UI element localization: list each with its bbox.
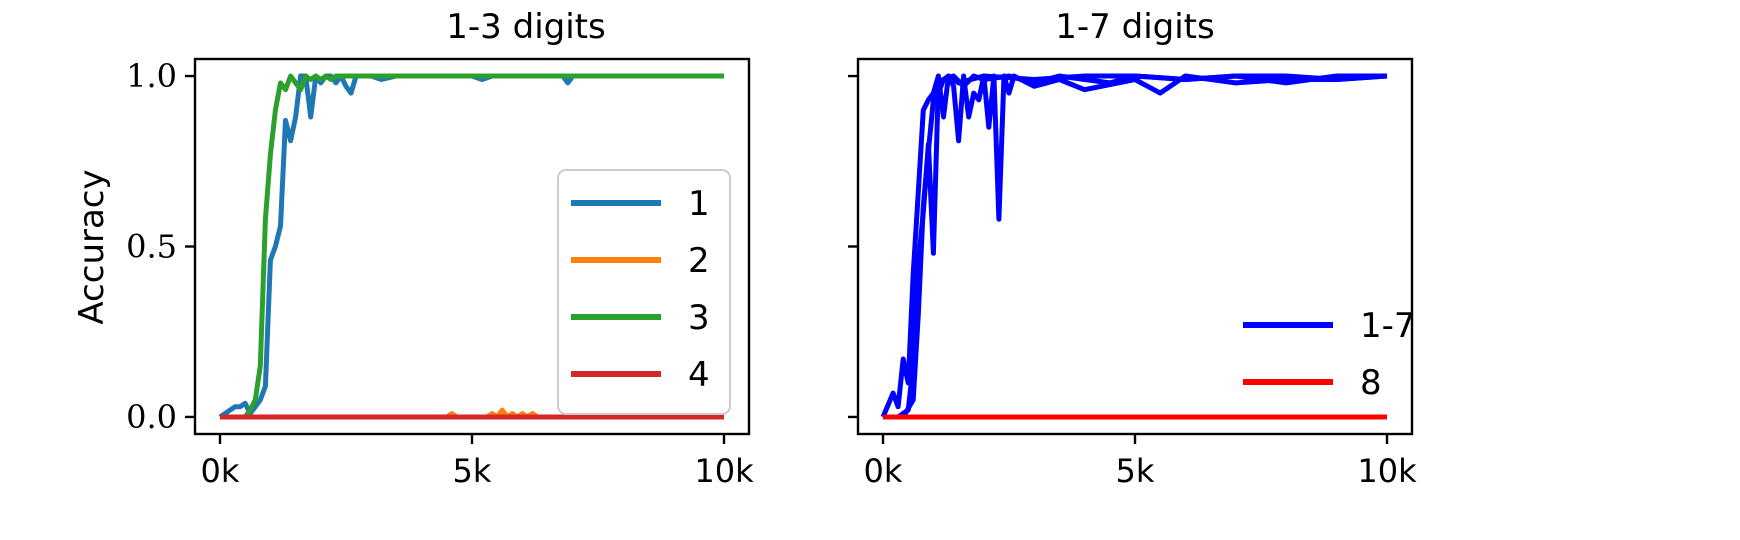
plot-area	[218, 73, 724, 420]
chart-title: 1-7 digits	[1055, 7, 1214, 47]
legend-label: 3	[688, 298, 710, 338]
plot-area	[880, 73, 1388, 420]
y-tick-label: 0.5	[126, 228, 177, 266]
y-axis-label: Accuracy	[72, 169, 112, 324]
x-tick-label: 10k	[694, 452, 754, 490]
legend-label: 1	[688, 184, 710, 224]
legend: 1 2 3 4	[557, 169, 731, 415]
y-tick-label: 1.0	[126, 57, 177, 95]
chart-title: 1-3 digits	[446, 7, 605, 47]
x-tick-label: 5k	[1116, 452, 1155, 490]
legend-label: 1-7	[1360, 306, 1416, 346]
x-tick-label: 0k	[201, 452, 240, 490]
legend-label: 2	[688, 241, 710, 281]
x-tick-label: 10k	[1357, 452, 1417, 490]
chart-panel-1-3-digits: 1-3 digits Accuracy 1 2 3 4 0.0 0.5 1.0 0k 5k 10…	[72, 7, 754, 490]
y-tick-label: 0.0	[126, 398, 177, 436]
series-line-1-7	[880, 73, 1388, 418]
series-line-3	[220, 73, 724, 420]
legend-label: 8	[1360, 363, 1382, 403]
legend-box	[557, 169, 731, 415]
x-tick-label: 0k	[864, 452, 903, 490]
legend: 1-78	[1243, 306, 1416, 403]
series-line	[883, 73, 1388, 420]
chart-panel-1-7-digits: 1-7 digits 1-78 0k 5k 10k	[848, 7, 1417, 490]
x-tick-label: 5k	[453, 452, 492, 490]
legend-label: 4	[688, 355, 710, 395]
